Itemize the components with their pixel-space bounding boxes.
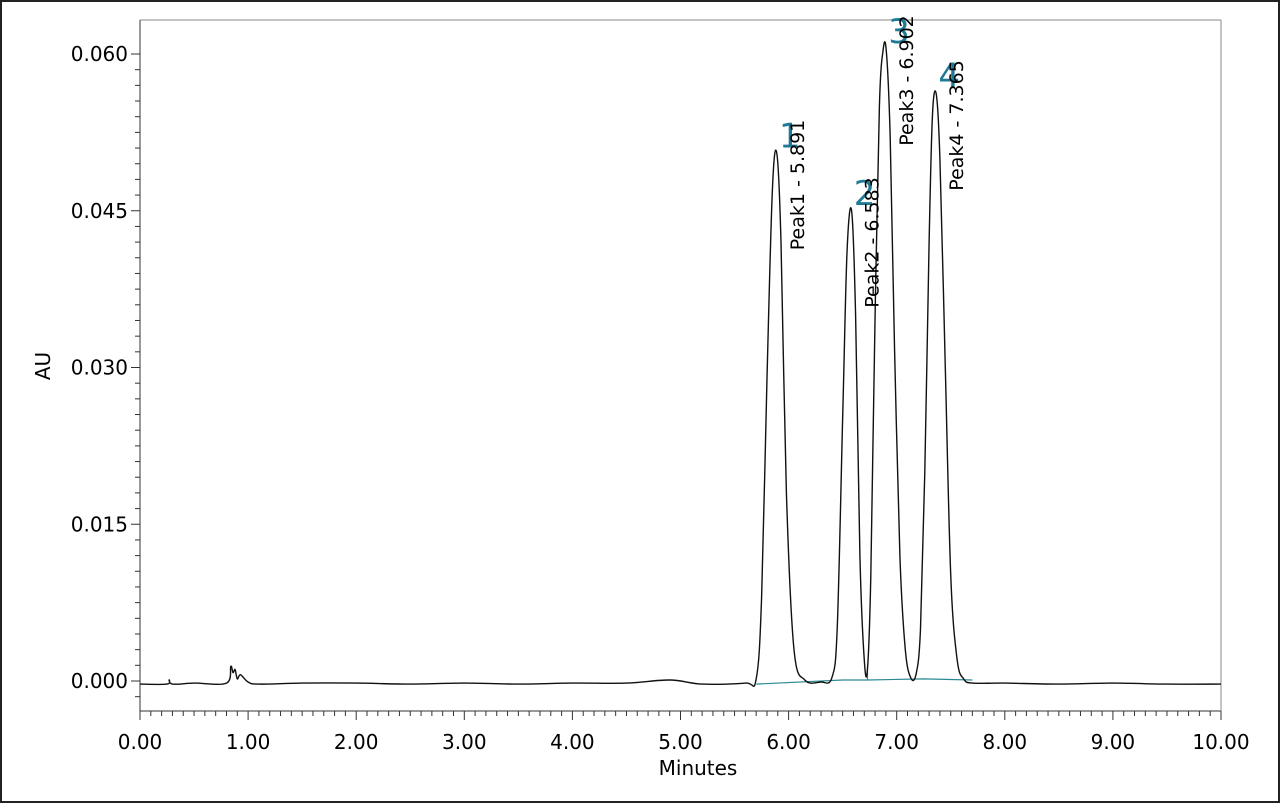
y-tick-label: 0.030 [71,356,128,380]
y-axis-title: AU [31,352,55,380]
x-tick-label: 10.00 [1192,730,1249,754]
peak-label-4: Peak4 - 7.365 [946,60,968,191]
x-tick-label: 4.00 [550,730,595,754]
peak-number-1: 1 [779,116,801,156]
x-tick-label: 6.00 [766,730,811,754]
y-tick-label: 0.060 [71,42,128,66]
peak-label-2: Peak2 - 6.583 [862,177,884,308]
y-tick-label: 0.000 [71,669,128,693]
x-tick-label: 2.00 [334,730,379,754]
x-tick-label: 1.00 [226,730,271,754]
y-tick-label: 0.045 [71,199,128,223]
peak-number-4: 4 [938,57,960,97]
integration-baseline [756,668,973,685]
x-tick-label: 5.00 [658,730,703,754]
baseline-line [756,678,973,685]
trace-line [139,41,1222,687]
x-tick-label: 3.00 [442,730,487,754]
chromatogram-trace [139,41,1222,687]
x-tick-label: 8.00 [983,730,1028,754]
y-tick-label: 0.015 [71,512,128,536]
peak-label-1: Peak1 - 5.891 [787,120,809,251]
x-tick-label: 9.00 [1091,730,1136,754]
peak-number-2: 2 [854,174,876,214]
x-tick-label: 7.00 [874,730,919,754]
x-tick-label: 0.00 [118,730,163,754]
x-axis-title: Minutes [659,756,738,780]
peak-number-3: 3 [888,12,910,52]
axes: 0.00 1.00 2.00 3.00 4.00 5.00 6.00 7.00 8.00 9.00… [71,19,1250,754]
peak-label-3: Peak3 - 6.902 [896,15,918,146]
